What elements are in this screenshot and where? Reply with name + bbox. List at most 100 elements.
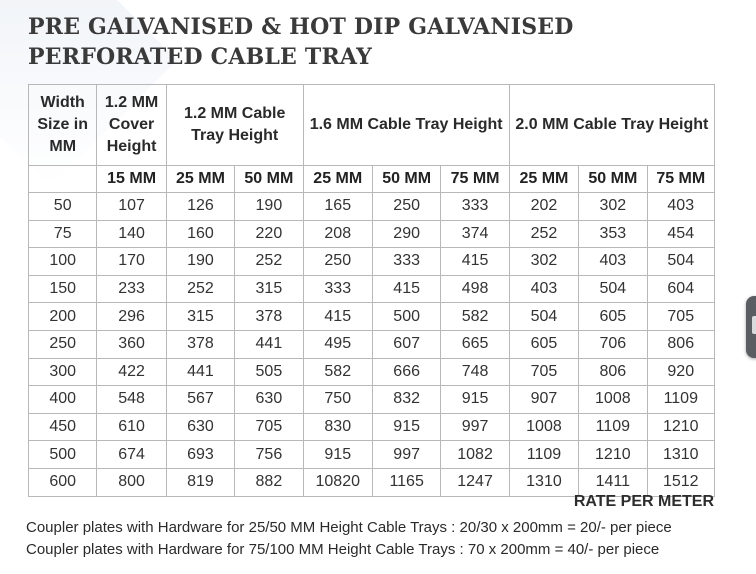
price-cell: 403	[646, 192, 716, 221]
price-cell: 1310	[508, 467, 580, 497]
price-cell: 441	[234, 329, 304, 359]
header-1-6mm-tray: 1.6 MM Cable Tray Height	[302, 84, 510, 166]
price-cell: 705	[508, 357, 580, 387]
price-cell: 915	[440, 385, 510, 414]
price-cell: 378	[234, 302, 304, 331]
price-cell: 360	[96, 329, 167, 359]
table-body: 50 107 126 190 165 250 333 202 302 403 75 140 160 220…	[27, 192, 716, 497]
table-row: 250 360 378 441 495 607 665 605 706 806	[27, 329, 716, 359]
price-cell: 1411	[578, 467, 648, 497]
price-cell: 1165	[371, 467, 442, 497]
price-cell: 454	[646, 219, 716, 249]
price-cell: 233	[96, 274, 167, 304]
price-cell: 1247	[440, 467, 510, 497]
price-cell: 378	[165, 329, 236, 359]
price-cell: 630	[165, 412, 236, 442]
price-cell: 1310	[646, 440, 716, 469]
price-cell: 504	[508, 302, 580, 331]
width-size-cell: 500	[27, 440, 98, 469]
price-cell: 315	[165, 302, 236, 331]
price-cell: 302	[578, 192, 648, 221]
price-cell: 915	[371, 412, 442, 442]
price-cell: 630	[234, 385, 304, 414]
price-cell: 1082	[440, 440, 510, 469]
header-1-2mm-tray: 1.2 MM Cable Tray Height	[165, 84, 304, 166]
price-cell: 290	[371, 219, 442, 249]
table-row: 50 107 126 190 165 250 333 202 302 403	[27, 192, 716, 221]
price-cell: 140	[96, 219, 167, 249]
price-cell: 296	[96, 302, 167, 331]
price-cell: 333	[440, 192, 510, 221]
price-cell: 353	[578, 219, 648, 249]
price-cell: 1109	[646, 385, 716, 414]
price-cell: 882	[234, 467, 304, 497]
price-cell: 748	[440, 357, 510, 387]
price-cell: 1210	[646, 412, 716, 442]
title-line-1: PRE GALVANISED & HOT DIP GALVANISED	[28, 14, 574, 40]
price-cell: 997	[371, 440, 442, 469]
side-tab-widget[interactable]	[746, 296, 756, 358]
price-cell: 607	[371, 329, 442, 359]
price-cell: 202	[508, 192, 580, 221]
width-size-cell: 50	[27, 192, 98, 221]
width-size-cell: 300	[27, 357, 98, 387]
table-row: 200 296 315 378 415 500 582 504 605 705	[27, 302, 716, 331]
table-subheader-row: 15 MM 25 MM 50 MM 25 MM 50 MM 75 MM 25 MM 50 MM…	[27, 165, 716, 193]
price-cell: 1512	[646, 467, 716, 497]
price-cell: 252	[165, 274, 236, 304]
price-cell: 920	[646, 357, 716, 387]
price-cell: 505	[234, 357, 304, 387]
price-cell: 582	[302, 357, 373, 387]
rate-per-meter-label: RATE PER METER	[573, 493, 714, 510]
price-table: Width Size in MM 1.2 MM Cover Height 1.2…	[27, 84, 716, 497]
price-cell: 504	[646, 247, 716, 276]
price-cell: 665	[440, 329, 510, 359]
price-cell: 126	[165, 192, 236, 221]
price-cell: 605	[578, 302, 648, 331]
price-cell: 250	[371, 192, 442, 221]
table-row: 450 610 630 705 830 915 997 1008 1109 1210	[27, 412, 716, 442]
coupler-note-1: Coupler plates with Hardware for 25/50 M…	[26, 519, 672, 536]
price-cell: 160	[165, 219, 236, 249]
price-cell: 250	[302, 247, 373, 276]
price-cell: 208	[302, 219, 373, 249]
table-row: 600 800 819 882 10820 1165 1247 1310 1411 1512	[27, 467, 716, 497]
width-size-cell: 450	[27, 412, 98, 442]
subheader-height: 50 MM	[371, 165, 442, 193]
subheader-height: 15 MM	[96, 165, 167, 193]
price-cell: 422	[96, 357, 167, 387]
subheader-height: 25 MM	[302, 165, 373, 193]
price-cell: 403	[578, 247, 648, 276]
price-cell: 705	[646, 302, 716, 331]
price-cell: 415	[440, 247, 510, 276]
price-cell: 806	[578, 357, 648, 387]
price-cell: 10820	[302, 467, 373, 497]
price-cell: 706	[578, 329, 648, 359]
price-cell: 333	[371, 247, 442, 276]
price-cell: 403	[508, 274, 580, 304]
price-cell: 582	[440, 302, 510, 331]
price-cell: 190	[234, 192, 304, 221]
price-cell: 548	[96, 385, 167, 414]
table-row: 150 233 252 315 333 415 498 403 504 604	[27, 274, 716, 304]
subheader-height: 25 MM	[508, 165, 580, 193]
subheader-empty	[27, 165, 98, 193]
width-size-cell: 400	[27, 385, 98, 414]
price-cell: 374	[440, 219, 510, 249]
price-cell: 333	[302, 274, 373, 304]
page-title: PRE GALVANISED & HOT DIP GALVANISED PERF…	[28, 12, 574, 72]
price-cell: 800	[96, 467, 167, 497]
subheader-height: 75 MM	[646, 165, 716, 193]
width-size-cell: 200	[27, 302, 98, 331]
price-cell: 997	[440, 412, 510, 442]
price-cell: 750	[302, 385, 373, 414]
table-row: 400 548 567 630 750 832 915 907 1008 1109	[27, 385, 716, 414]
price-cell: 190	[165, 247, 236, 276]
price-cell: 666	[371, 357, 442, 387]
side-tab-icon	[752, 316, 756, 334]
price-cell: 1109	[578, 412, 648, 442]
table-row: 100 170 190 252 250 333 415 302 403 504	[27, 247, 716, 276]
price-cell: 604	[646, 274, 716, 304]
price-cell: 165	[302, 192, 373, 221]
width-size-cell: 250	[27, 329, 98, 359]
